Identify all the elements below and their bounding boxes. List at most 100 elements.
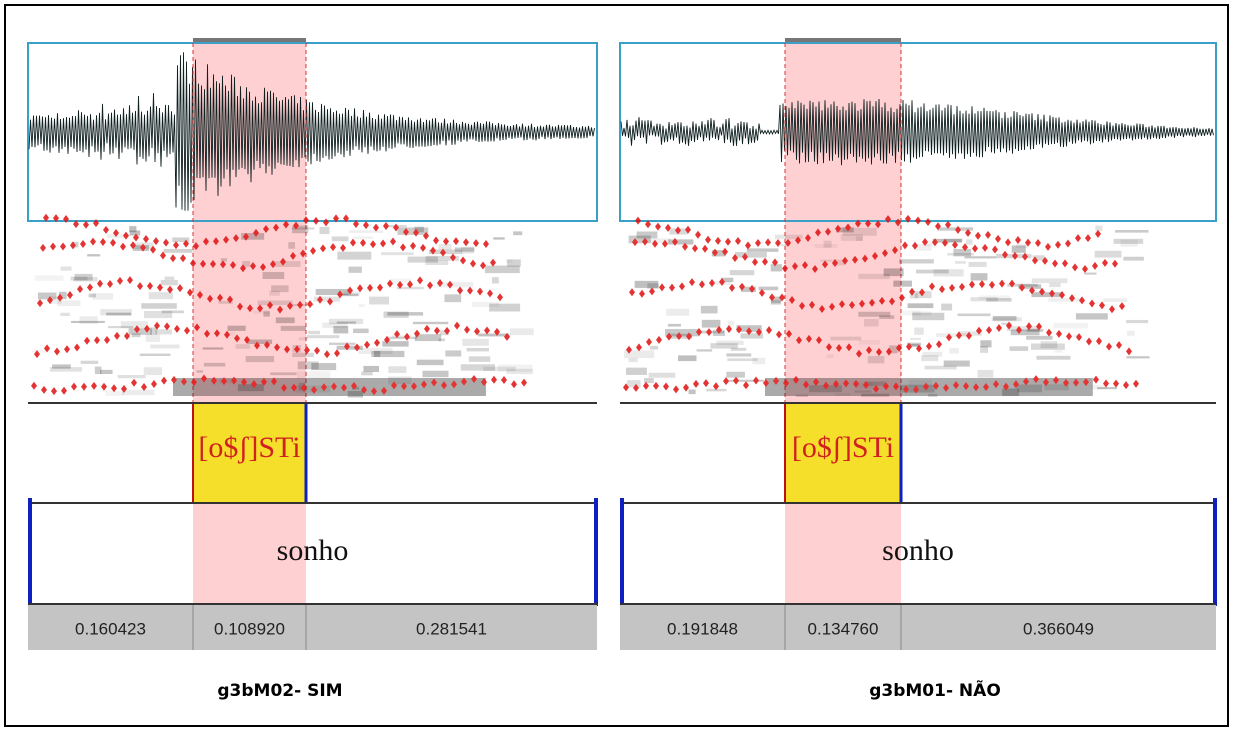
formant-point — [360, 238, 366, 247]
formant-point — [862, 254, 868, 263]
spectrogram-energy — [275, 317, 295, 324]
spectrogram-energy — [1026, 335, 1053, 340]
formant-point — [685, 225, 691, 234]
formant-point — [1069, 294, 1075, 303]
formant-point — [826, 343, 832, 352]
spectrogram-energy — [438, 338, 446, 342]
formant-point — [973, 383, 979, 392]
formant-point — [765, 238, 771, 247]
spectrogram-energy — [1123, 256, 1144, 261]
formant-point — [511, 380, 517, 389]
formant-point — [1006, 321, 1012, 330]
formant-point — [454, 321, 460, 330]
spectrogram-energy — [60, 266, 72, 271]
formant-point — [739, 282, 745, 291]
spectrogram-energy — [647, 283, 659, 289]
spectrogram-energy — [1018, 284, 1042, 289]
spectrogram-energy — [910, 337, 921, 341]
formant-point — [975, 231, 981, 240]
spectrogram-energy — [71, 320, 105, 324]
formant-point — [842, 256, 848, 265]
formant-point — [331, 382, 337, 391]
spectrogram-energy — [484, 265, 520, 274]
formant-point — [221, 377, 227, 386]
formant-point — [1009, 279, 1015, 288]
formant-point — [633, 383, 639, 392]
spectrogram-energy — [921, 355, 939, 362]
spectrogram-energy — [513, 231, 523, 236]
spectrogram-energy — [338, 293, 359, 297]
formant-point — [822, 260, 828, 269]
spectrogram-energy — [387, 312, 424, 316]
formant-point — [441, 381, 447, 390]
formant-point — [107, 279, 113, 288]
formant-point — [47, 296, 53, 305]
formant-point — [337, 290, 343, 299]
spectrogram-energy — [1115, 230, 1149, 233]
spectrogram-energy — [100, 369, 113, 375]
spectrogram-energy — [129, 226, 137, 233]
formant-point — [733, 376, 739, 385]
segment-interval — [193, 404, 306, 502]
formant-point — [397, 280, 403, 289]
selection-highlight — [785, 42, 901, 604]
formant-point — [673, 385, 679, 394]
spectrogram-energy — [980, 340, 992, 348]
spectrogram-energy — [150, 327, 158, 335]
formant-point — [1045, 242, 1051, 251]
spectrogram-energy — [353, 328, 369, 334]
spectrogram-energy — [506, 259, 513, 263]
spectrogram-energy — [348, 266, 362, 273]
spectrogram-energy — [468, 356, 491, 362]
formant-point — [243, 232, 249, 241]
spectrogram-energy — [867, 356, 885, 364]
formant-point — [802, 261, 808, 270]
formant-point — [151, 379, 157, 388]
formant-point — [993, 380, 999, 389]
formant-point — [1023, 377, 1029, 386]
spectrogram-energy — [842, 227, 877, 236]
spectrogram-energy — [269, 290, 280, 296]
spectrogram-energy — [437, 282, 474, 288]
formant-point — [311, 385, 317, 394]
spectrogram-energy — [371, 350, 381, 357]
formant-point — [271, 377, 277, 386]
formant-point — [453, 237, 459, 246]
formant-point — [846, 343, 852, 352]
formant-point — [916, 344, 922, 353]
formant-point — [703, 379, 709, 388]
spectrogram-energy — [746, 248, 779, 252]
formant-point — [167, 285, 173, 294]
formant-point — [1002, 250, 1008, 259]
formant-point — [173, 241, 179, 250]
formant-point — [380, 239, 386, 248]
formant-point — [769, 293, 775, 302]
formant-point — [521, 378, 527, 387]
formant-point — [906, 342, 912, 351]
formant-point — [636, 343, 642, 352]
formant-point — [1099, 301, 1105, 310]
spectrogram-energy — [347, 390, 363, 398]
formant-point — [110, 238, 116, 247]
formant-point — [390, 237, 396, 246]
formant-point — [643, 381, 649, 390]
formant-point — [666, 332, 672, 341]
formant-point — [873, 384, 879, 393]
spectrogram-energy — [291, 227, 315, 230]
spectrogram-energy — [329, 342, 356, 345]
spectrogram-energy — [493, 237, 505, 240]
formant-point — [735, 236, 741, 245]
formant-point — [849, 301, 855, 310]
formant-point — [1026, 322, 1032, 331]
formant-point — [161, 376, 167, 385]
formant-point — [992, 245, 998, 254]
formant-point — [64, 345, 70, 354]
formant-point — [945, 220, 951, 229]
formant-point — [675, 226, 681, 235]
spectrogram-energy — [160, 279, 178, 286]
formant-point — [141, 382, 147, 391]
formant-point — [340, 243, 346, 252]
formant-point — [157, 283, 163, 292]
formant-point — [1086, 337, 1092, 346]
spectrogram-energy — [968, 261, 987, 267]
